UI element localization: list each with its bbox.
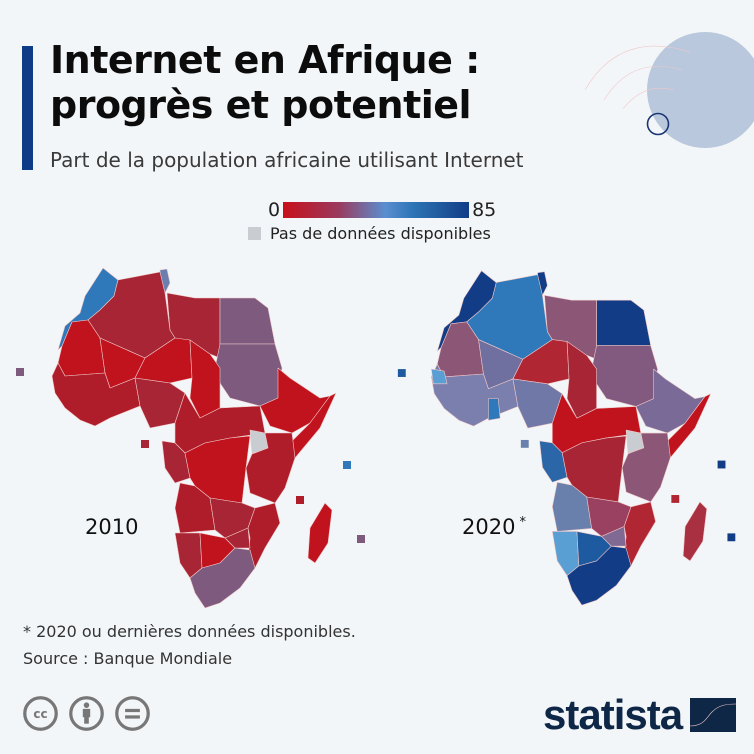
- svg-text:cc: cc: [33, 707, 47, 721]
- region-zimbabwe: [224, 527, 251, 549]
- africa-map-2020: [397, 270, 736, 606]
- region-comoros: [671, 495, 680, 503]
- brand-name: statista: [543, 691, 683, 738]
- region-seychelles: [717, 460, 726, 469]
- region-south-africa: [189, 547, 256, 609]
- region-ethiopia: [259, 367, 331, 434]
- year-2020-text: 2020: [462, 515, 516, 539]
- region-sao-tome: [141, 440, 149, 448]
- region-egypt: [596, 299, 651, 346]
- no-derivatives-icon[interactable]: [114, 695, 151, 732]
- region-ethiopia: [635, 368, 706, 434]
- nodata-label: Pas de données disponibles: [270, 224, 491, 243]
- page-subtitle: Part de la population africaine utilisan…: [50, 148, 524, 172]
- legend-gradient-bar: [283, 202, 470, 218]
- year-2020-asterisk: *: [519, 515, 526, 530]
- region-zimbabwe: [601, 526, 627, 547]
- region-libya: [166, 292, 221, 359]
- license-icons: cc: [22, 695, 151, 732]
- region-sudan: [214, 343, 283, 407]
- cc-icon[interactable]: cc: [22, 695, 59, 732]
- africa-map-2010: [16, 267, 365, 609]
- region-south-africa: [566, 545, 632, 606]
- region-mauritius: [727, 533, 736, 542]
- legend-min-label: 0: [268, 199, 281, 221]
- source-note: Source : Banque Mondiale: [23, 649, 233, 668]
- statista-logo[interactable]: statista: [543, 691, 737, 739]
- wifi-decoration-icon: [584, 32, 754, 148]
- region-senegal: [431, 368, 448, 385]
- title-line-1: Internet en Afrique :: [50, 38, 480, 82]
- title-accent-bar: [22, 46, 33, 170]
- region-madagascar: [682, 501, 708, 562]
- color-scale-legend: 0 85: [268, 199, 497, 221]
- region-sao-tome: [520, 439, 529, 448]
- page-title: Internet en Afrique : progrès et potenti…: [50, 38, 480, 128]
- region-drc: [184, 435, 251, 504]
- region-cape-verde: [16, 368, 24, 376]
- region-sudan: [591, 345, 658, 407]
- region-ghana: [488, 398, 501, 421]
- legend-max-label: 85: [472, 199, 497, 221]
- region-east-africa: [621, 432, 671, 503]
- region-madagascar: [307, 502, 333, 564]
- footnote: * 2020 ou dernières données disponibles.: [23, 622, 356, 641]
- nodata-swatch: [248, 227, 261, 240]
- region-seychelles: [343, 461, 351, 469]
- title-line-2: progrès et potentiel: [50, 83, 472, 127]
- legend-nodata: Pas de données disponibles: [248, 224, 491, 243]
- statista-mark-icon: [690, 698, 737, 732]
- region-east-africa: [245, 432, 296, 504]
- attribution-icon[interactable]: [68, 695, 105, 732]
- year-label-2020: 2020 *: [462, 515, 526, 539]
- region-drc: [561, 435, 627, 503]
- year-label-2010: 2010: [85, 515, 139, 539]
- region-egypt: [219, 297, 276, 345]
- region-cape-verde: [397, 369, 406, 377]
- region-west-africa: [51, 362, 141, 427]
- region-libya: [544, 295, 597, 360]
- region-mauritius: [357, 535, 365, 543]
- region-comoros: [296, 496, 304, 504]
